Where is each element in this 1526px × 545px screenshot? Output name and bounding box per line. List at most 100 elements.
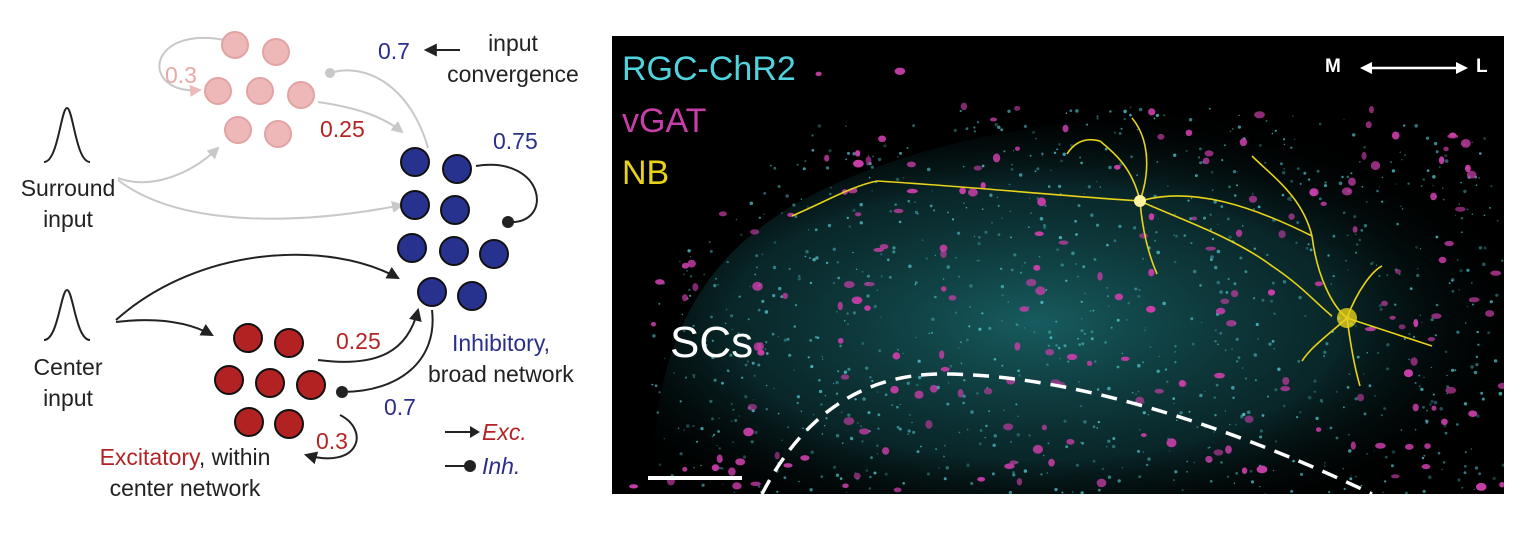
tissue-speckle bbox=[793, 369, 795, 371]
tissue-speckle bbox=[836, 311, 838, 313]
tissue-speckle bbox=[911, 421, 913, 424]
tissue-speckle bbox=[1173, 479, 1175, 481]
tissue-speckle bbox=[949, 364, 953, 368]
tissue-speckle bbox=[1446, 374, 1448, 377]
tissue-speckle bbox=[1381, 176, 1384, 179]
vgat-cell bbox=[1309, 189, 1317, 197]
vgat-cell bbox=[1282, 377, 1290, 385]
tissue-speckle bbox=[1465, 322, 1467, 324]
tissue-speckle bbox=[833, 382, 835, 385]
tissue-speckle bbox=[1319, 399, 1323, 402]
tissue-speckle bbox=[1120, 127, 1123, 130]
tissue-speckle bbox=[1040, 300, 1044, 304]
tissue-speckle bbox=[713, 283, 717, 288]
vgat-cell bbox=[1314, 281, 1323, 287]
tissue-speckle bbox=[915, 281, 918, 284]
tissue-speckle bbox=[1324, 462, 1326, 464]
tissue-speckle bbox=[1343, 487, 1346, 491]
tissue-speckle bbox=[1018, 374, 1021, 377]
tissue-speckle bbox=[1274, 129, 1277, 132]
tissue-speckle bbox=[1342, 467, 1345, 470]
vgat-cell bbox=[1431, 405, 1437, 411]
vgat-cell bbox=[1037, 197, 1046, 207]
tissue-speckle bbox=[861, 270, 864, 273]
tissue-speckle bbox=[1470, 365, 1474, 369]
tissue-speckle bbox=[931, 190, 933, 192]
vgat-cell bbox=[840, 374, 850, 380]
tissue-speckle bbox=[732, 441, 735, 444]
tissue-speckle bbox=[1458, 203, 1460, 205]
tissue-speckle bbox=[1293, 138, 1296, 141]
tissue-speckle bbox=[976, 259, 979, 262]
tissue-speckle bbox=[1084, 292, 1086, 295]
tissue-speckle bbox=[1240, 414, 1244, 419]
vgat-cell bbox=[1191, 216, 1198, 221]
tissue-speckle bbox=[1043, 454, 1045, 457]
tissue-speckle bbox=[898, 220, 902, 224]
tissue-speckle bbox=[713, 433, 716, 436]
tissue-speckle bbox=[918, 375, 922, 380]
tissue-speckle bbox=[1232, 128, 1234, 130]
tissue-speckle bbox=[1213, 265, 1218, 270]
tissue-speckle bbox=[1010, 441, 1012, 443]
tissue-speckle bbox=[1454, 214, 1457, 216]
tissue-speckle bbox=[1394, 183, 1397, 185]
tissue-speckle bbox=[1303, 171, 1307, 175]
tissue-speckle bbox=[787, 426, 790, 429]
tissue-speckle bbox=[1054, 487, 1058, 492]
tissue-speckle bbox=[731, 403, 733, 405]
tissue-speckle bbox=[957, 231, 961, 235]
tissue-speckle bbox=[1463, 464, 1467, 468]
tissue-speckle bbox=[721, 467, 724, 470]
tissue-speckle bbox=[839, 477, 843, 480]
tissue-speckle bbox=[1228, 185, 1231, 189]
vgat-cell bbox=[940, 250, 947, 258]
vgat-cell bbox=[1460, 139, 1471, 148]
tissue-speckle bbox=[1080, 300, 1083, 304]
tissue-speckle bbox=[1110, 326, 1113, 329]
nb-soma bbox=[1134, 195, 1146, 207]
tissue-speckle bbox=[794, 215, 798, 218]
tissue-speckle bbox=[763, 192, 767, 195]
tissue-speckle bbox=[1419, 248, 1422, 250]
tissue-speckle bbox=[778, 286, 782, 291]
tissue-speckle bbox=[876, 453, 879, 455]
tissue-speckle bbox=[852, 152, 856, 156]
tissue-speckle bbox=[1223, 144, 1226, 147]
tissue-speckle bbox=[908, 264, 912, 269]
tissue-speckle bbox=[857, 422, 859, 424]
tissue-speckle bbox=[1358, 238, 1362, 242]
tissue-speckle bbox=[1069, 109, 1073, 112]
tissue-speckle bbox=[1466, 268, 1470, 272]
tissue-speckle bbox=[1195, 174, 1198, 178]
tissue-speckle bbox=[718, 467, 722, 470]
vgat-cell bbox=[1226, 320, 1237, 327]
vgat-cell bbox=[752, 281, 763, 291]
tissue-speckle bbox=[935, 448, 938, 451]
tissue-speckle bbox=[969, 284, 973, 288]
tissue-speckle bbox=[825, 166, 830, 170]
tissue-speckle bbox=[963, 379, 966, 382]
vgat-cell bbox=[1438, 156, 1445, 165]
vgat-cell bbox=[1357, 393, 1365, 402]
vgat-cell bbox=[1014, 105, 1021, 111]
vgat-cell bbox=[873, 247, 884, 252]
tissue-speckle bbox=[1149, 346, 1152, 349]
tissue-speckle bbox=[652, 334, 656, 338]
vgat-cell bbox=[1341, 187, 1353, 196]
tissue-speckle bbox=[828, 149, 832, 153]
tissue-speckle bbox=[846, 312, 849, 315]
vgat-cell bbox=[1086, 360, 1093, 366]
tissue-speckle bbox=[1096, 427, 1099, 429]
tissue-speckle bbox=[1047, 442, 1050, 445]
tissue-speckle bbox=[955, 257, 957, 259]
tissue-speckle bbox=[1426, 409, 1428, 412]
tissue-speckle bbox=[819, 389, 823, 394]
tissue-speckle bbox=[1360, 229, 1364, 232]
tissue-speckle bbox=[1174, 351, 1176, 353]
tissue-speckle bbox=[1016, 433, 1020, 437]
tissue-speckle bbox=[772, 294, 776, 298]
tissue-speckle bbox=[709, 249, 713, 253]
tissue-speckle bbox=[1113, 239, 1117, 242]
tissue-speckle bbox=[1323, 465, 1326, 467]
